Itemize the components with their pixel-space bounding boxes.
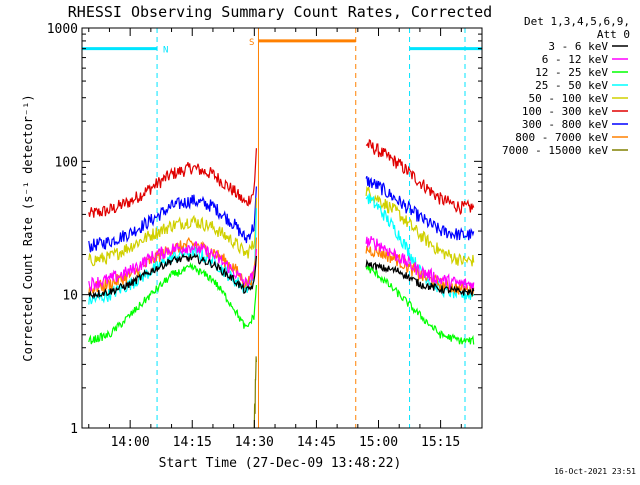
legend-label: 100 - 300 keV	[522, 105, 608, 118]
y-tick-label: 100	[55, 155, 78, 170]
series-7-segment-0	[88, 261, 257, 345]
x-tick-label: 14:00	[111, 435, 150, 450]
legend-label: 12 - 25 keV	[535, 66, 608, 79]
y-axis-label: Corrected Count Rate (s⁻¹ detector⁻¹)	[21, 94, 35, 361]
timestamp: 16-Oct-2021 23:51	[554, 467, 636, 476]
plot-area: NS	[81, 28, 482, 429]
y-tick-label: 1000	[47, 22, 78, 37]
series-8-segment-0	[253, 356, 257, 429]
series-5-segment-1	[365, 236, 475, 291]
axes: 1 10 100 1000 14:00 14:15 14:30 14:45 15:00 15:15	[47, 22, 483, 450]
series-7-segment-1	[365, 265, 475, 345]
x-tick-label: 15:15	[421, 435, 460, 450]
x-tick-label: 14:45	[297, 435, 336, 450]
legend-label: 50 - 100 keV	[529, 92, 609, 105]
legend-label: 25 - 50 keV	[535, 79, 608, 92]
plot-frame	[81, 27, 483, 429]
legend-label: 300 - 800 keV	[522, 118, 608, 131]
chart-title: RHESSI Observing Summary Count Rates, Co…	[68, 3, 492, 21]
interval-label-2: S	[249, 38, 254, 48]
x-tick-label: 15:00	[359, 435, 398, 450]
x-axis-label: Start Time (27-Dec-09 13:48:22)	[159, 456, 402, 471]
legend-header: Det 1,3,4,5,6,9,	[524, 15, 630, 28]
x-tick-label: 14:15	[173, 435, 212, 450]
series-6-segment-1	[365, 259, 475, 297]
legend-label: 3 - 6 keV	[548, 40, 608, 53]
series-6-segment-0	[88, 252, 257, 300]
series-5-segment-0	[88, 241, 257, 292]
interval-label-0: N	[163, 46, 168, 56]
series-1-segment-0	[88, 186, 257, 253]
series-3-segment-1	[365, 193, 475, 300]
y-tick-label: 10	[62, 289, 78, 304]
series-2-segment-0	[88, 197, 257, 267]
legend-label: 7000 - 15000 keV	[502, 144, 608, 157]
series-1-segment-1	[365, 176, 475, 241]
series-0-segment-0	[88, 148, 257, 218]
legend-label: 6 - 12 keV	[542, 53, 609, 66]
y-tick-label: 1	[70, 422, 78, 437]
legend-header: Att 0	[597, 28, 630, 41]
series-0-segment-1	[365, 139, 475, 216]
x-tick-label: 14:30	[235, 435, 274, 450]
legend-label: 800 - 7000 keV	[515, 131, 608, 144]
series-2-segment-1	[365, 185, 475, 267]
